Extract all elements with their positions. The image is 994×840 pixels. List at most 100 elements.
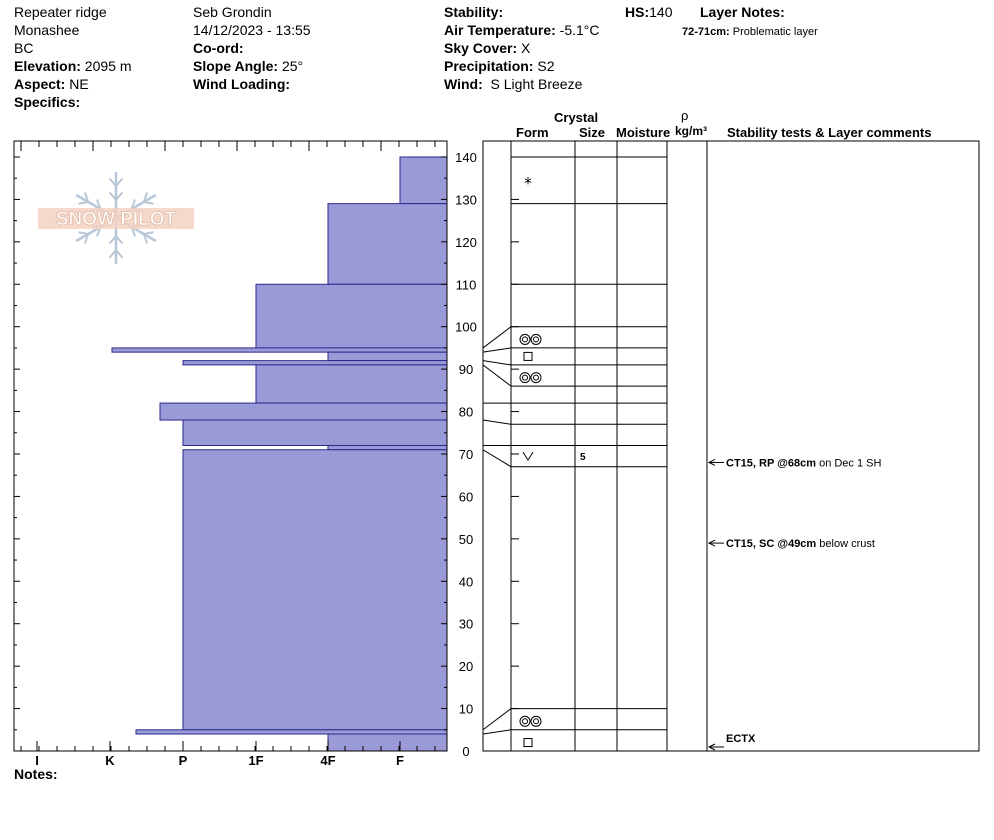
hardness-bars (111, 156, 448, 752)
hs: HS:140 (625, 4, 673, 20)
test-arrow-icon (707, 459, 716, 466)
stability-label: Stability: (444, 4, 504, 20)
layer-connector (482, 449, 512, 468)
depth-hoar-icon (522, 451, 534, 462)
test-arrow-icon (707, 539, 716, 547)
province: BC (14, 40, 34, 56)
observer: Seb Grondin (193, 4, 272, 20)
elevation: Elevation: 2095 m (14, 58, 132, 74)
hardness-tick-label: I (35, 753, 39, 768)
snowflake-branch (115, 191, 124, 201)
comments-header: Stability tests & Layer comments (727, 125, 932, 140)
snowflake-branch (143, 201, 154, 205)
snowpilot-logo: SNOW PILOT (38, 172, 194, 264)
snowflake-branch (108, 249, 117, 259)
snowflake-branch (108, 177, 117, 187)
hardness-bar (399, 156, 448, 205)
faceted-crystal-icon (523, 351, 533, 361)
rounded-crystal-icon (530, 372, 542, 384)
hardness-bar (182, 449, 448, 731)
hardness-tick-label: F (396, 753, 404, 768)
density-symbol: ρ (681, 108, 689, 123)
rounded-crystal-inner (522, 374, 528, 381)
crystal-header: Crystal (554, 110, 599, 125)
crystal-forms: *5 (519, 173, 586, 748)
layer-connector (482, 347, 512, 353)
height-tick-label: 100 (455, 320, 477, 335)
rounded-crystal-inner (522, 336, 528, 343)
snowflake-branch (130, 199, 136, 210)
layer-connector (482, 326, 512, 349)
notes-label: Notes: (14, 766, 58, 782)
rounded-crystal-inner (533, 718, 539, 725)
logo-banner (38, 208, 194, 229)
snowflake-branch (115, 177, 124, 187)
snowflake-branch (142, 233, 149, 244)
aspect: Aspect: NE (14, 76, 89, 92)
hardness-bar (182, 360, 448, 366)
stability-test-label: CT15, RP @68cm on Dec 1 SH (726, 457, 881, 469)
form-header: Form (516, 125, 549, 140)
snowflake-branch (96, 199, 102, 210)
snowflake-branch (143, 231, 154, 235)
hardness-tick-label: 1F (248, 753, 263, 768)
rounded-crystal-inner (533, 336, 539, 343)
hardness-bar (327, 351, 448, 362)
layer-connector (482, 419, 512, 425)
test-arrow-icon (707, 743, 716, 751)
hardness-bar (327, 733, 448, 752)
hardness-bar (182, 419, 448, 447)
height-tick-label: 10 (459, 702, 473, 717)
rounded-crystal-inner (533, 374, 539, 381)
height-tick-label: 80 (459, 405, 473, 420)
snowflake-branch (108, 235, 117, 245)
hardness-bar (135, 729, 448, 735)
height-tick-label: 40 (459, 574, 473, 589)
layer-connector (482, 708, 512, 731)
height-tick-label: 70 (459, 447, 473, 462)
moisture-header: Moisture (616, 125, 671, 140)
height-tick-label: 110 (456, 277, 477, 292)
wind-loading-label: Wind Loading: (193, 76, 291, 92)
height-tick-label: 90 (459, 362, 473, 377)
layer-boundaries (482, 156, 667, 735)
hardness-bar (255, 364, 448, 404)
stability-tests: CT15, RP @68cm on Dec 1 SH CT15, SC @49cm… (707, 457, 881, 751)
coord-label: Co-ord: (193, 40, 244, 56)
snowflake-branch (78, 201, 89, 205)
height-tick-label: 60 (459, 489, 473, 504)
rounded-crystal-icon (530, 333, 542, 345)
height-tick-label: 0 (462, 744, 469, 759)
hardness-tick-label: P (179, 753, 188, 768)
rounded-crystal-inner (522, 718, 528, 725)
range: Monashee (14, 22, 80, 38)
snowflake-branch (115, 235, 124, 245)
specifics-label: Specifics: (14, 94, 81, 110)
snowflake-branch (142, 192, 149, 203)
layer-connector (482, 360, 512, 366)
layer-connector (482, 364, 512, 387)
height-tick-label: 30 (459, 617, 473, 632)
stability-test-label: ECTX (726, 733, 756, 745)
snowflake-branch (83, 233, 90, 244)
hardness-bar (255, 283, 448, 349)
datetime: 14/12/2023 - 13:55 (193, 22, 311, 38)
hardness-bar (159, 402, 448, 421)
layer-notes-label: Layer Notes: (700, 4, 785, 20)
rounded-crystal-icon (530, 715, 542, 727)
logo-text: SNOW PILOT (56, 209, 177, 230)
precipitation: Precipitation: S2 (444, 58, 555, 74)
faceted-crystal-icon (523, 738, 533, 748)
location: Repeater ridge (14, 4, 107, 20)
hardness-bar (327, 203, 448, 285)
hardness-bar (327, 445, 448, 451)
rounded-crystal-icon (519, 333, 531, 345)
height-axis: 0 10 20 30 40 50 60 70 80 90 100 110 120 130 140 (14, 150, 519, 759)
wind: Wind: S Light Breeze (444, 76, 583, 92)
snowflake-branch (78, 231, 89, 235)
snowflake-branch (115, 249, 124, 259)
precip-particle-icon: * (524, 173, 532, 192)
height-tick-label: 130 (455, 192, 477, 207)
rounded-crystal-icon (519, 372, 531, 384)
